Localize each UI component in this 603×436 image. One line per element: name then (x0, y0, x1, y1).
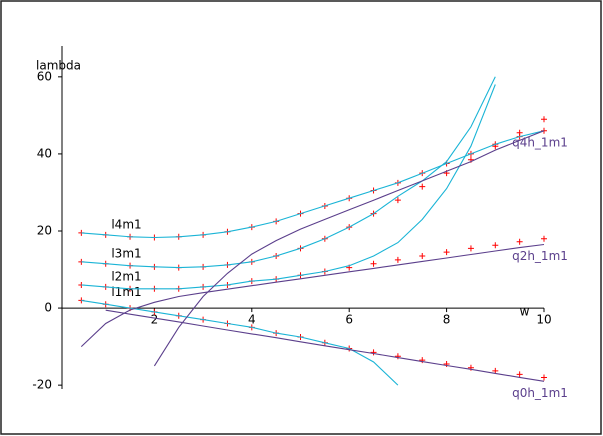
curve (81, 130, 545, 239)
cross-marker (370, 349, 377, 356)
cross-marker (541, 116, 547, 123)
cross-marker (467, 245, 474, 252)
y-tick-label: 60 (37, 69, 52, 83)
cross-marker (419, 183, 426, 190)
cross-marker (443, 249, 450, 256)
curve-label: q2h_1m1 (512, 249, 568, 263)
curve (81, 76, 496, 269)
cross-marker (419, 253, 426, 260)
cross-marker (492, 242, 499, 249)
cross-marker (394, 197, 401, 204)
x-axis-label: w (520, 305, 530, 319)
curve-label: q0h_1m1 (512, 386, 568, 400)
x-tick-label: 4 (248, 313, 256, 327)
curve (80, 243, 545, 347)
x-tick-label: 6 (345, 313, 353, 327)
curve (105, 309, 545, 382)
curve (81, 84, 496, 290)
y-axis-label: lambda (36, 59, 81, 73)
cross-marker (516, 371, 523, 378)
curve-label: l2m1 (111, 269, 141, 283)
cross-marker (541, 374, 547, 381)
curve (153, 130, 545, 367)
cross-marker (394, 256, 401, 263)
curve-label: l4m1 (111, 217, 141, 231)
curve-label: l1m1 (111, 285, 141, 299)
y-tick-label: -20 (32, 378, 52, 392)
x-tick-label: 8 (443, 313, 451, 327)
cross-marker (541, 235, 547, 242)
cross-marker (370, 260, 377, 267)
y-tick-label: 20 (37, 223, 52, 237)
y-tick-label: 40 (37, 146, 52, 160)
x-tick-label: 10 (536, 313, 551, 327)
curve-label: q4h_1m1 (512, 135, 568, 149)
cross-marker (394, 353, 401, 360)
cross-marker (516, 238, 523, 245)
curve-label: l3m1 (111, 246, 141, 260)
x-tick-label: 2 (151, 313, 159, 327)
y-tick-label: 0 (44, 301, 52, 315)
